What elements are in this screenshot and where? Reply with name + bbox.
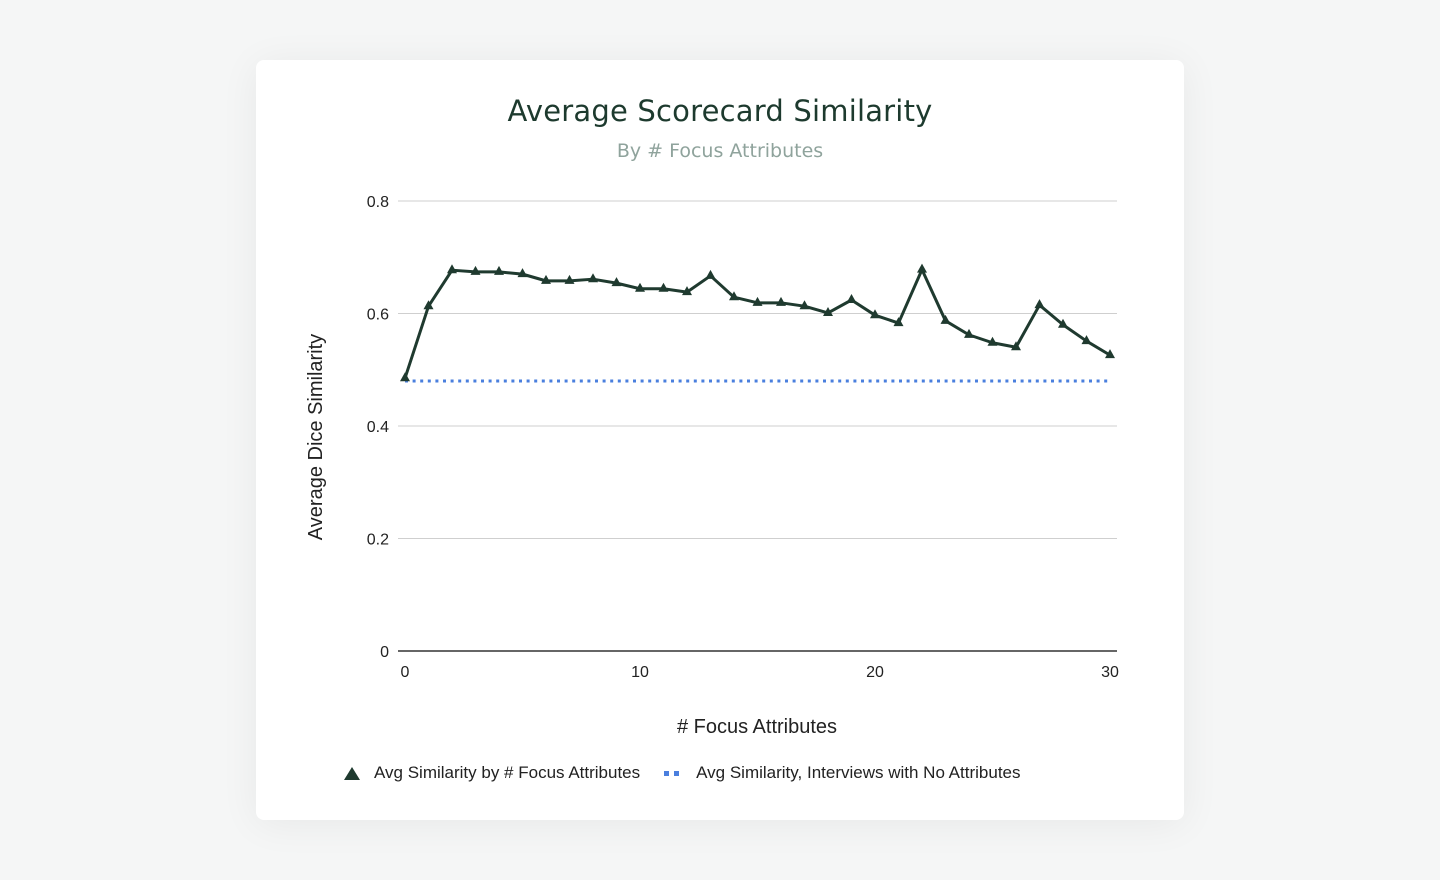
data-point-triangle[interactable] [541,274,551,284]
data-point-triangle[interactable] [447,264,457,274]
x-axis-ticks: 0 10 20 30 [401,664,1119,681]
chart-title: Average Scorecard Similarity [507,94,933,128]
x-tick-label: 20 [866,664,884,681]
data-point-triangle[interactable] [1034,299,1045,309]
chart-card [256,60,1184,820]
data-point-triangle[interactable] [893,317,904,327]
data-point-triangle[interactable] [870,309,880,319]
y-tick-label: 0.4 [367,419,389,436]
data-point-triangle[interactable] [987,336,998,346]
legend-item-no-attributes[interactable]: Avg Similarity, Interviews with No Attri… [664,763,1021,783]
data-point-triangle[interactable] [423,300,434,310]
data-point-triangle[interactable] [964,328,974,338]
data-point-triangle[interactable] [776,296,786,306]
y-tick-label: 0.2 [367,532,389,549]
x-tick-label: 10 [631,664,649,681]
y-tick-label: 0 [380,644,389,661]
data-point-triangle[interactable] [658,282,669,292]
y-tick-label: 0.6 [367,307,389,324]
legend-label: Avg Similarity by # Focus Attributes [374,763,641,782]
data-point-triangle[interactable] [564,274,575,284]
data-point-triangle[interactable] [517,268,528,278]
x-tick-label: 0 [401,664,410,681]
triangle-marker-icon [344,766,360,780]
y-axis-ticks: 0 0.2 0.4 0.6 0.8 [367,194,389,661]
data-point-triangle[interactable] [846,294,857,303]
data-point-triangle[interactable] [799,300,810,310]
data-point-triangle[interactable] [682,286,692,296]
data-point-triangle[interactable] [635,282,645,292]
data-point-triangle[interactable] [752,296,763,306]
gridlines [398,200,1117,652]
series-group [400,263,1115,383]
data-point-triangle[interactable] [611,277,622,287]
y-tick-label: 0.8 [367,194,389,211]
x-tick-label: 30 [1101,664,1119,681]
data-point-triangle[interactable] [1105,349,1115,359]
data-point-triangle[interactable] [729,291,739,301]
data-point-triangle[interactable] [705,269,716,279]
legend: Avg Similarity by # Focus Attributes Avg… [344,763,1045,783]
y-axis-title: Average Dice Similarity [305,334,327,540]
legend-item-focus-attributes[interactable]: Avg Similarity by # Focus Attributes [344,763,640,783]
chart-subtitle: By # Focus Attributes [616,140,824,162]
series-focus-attributes-line [403,268,1111,379]
data-point-triangle[interactable] [400,372,410,382]
data-point-triangle[interactable] [823,306,833,316]
legend-label: Avg Similarity, Interviews with No Attri… [696,763,1021,782]
data-point-triangle[interactable] [1058,318,1068,328]
data-point-triangle[interactable] [940,314,951,324]
data-point-triangle[interactable] [917,263,927,273]
data-point-triangle[interactable] [1011,341,1021,351]
dotted-line-icon [664,770,684,776]
data-point-triangle[interactable] [1081,335,1092,345]
x-axis-title: # Focus Attributes [677,716,837,738]
data-point-triangle[interactable] [494,265,504,275]
data-point-triangle[interactable] [470,265,481,275]
data-point-triangle[interactable] [588,273,598,283]
